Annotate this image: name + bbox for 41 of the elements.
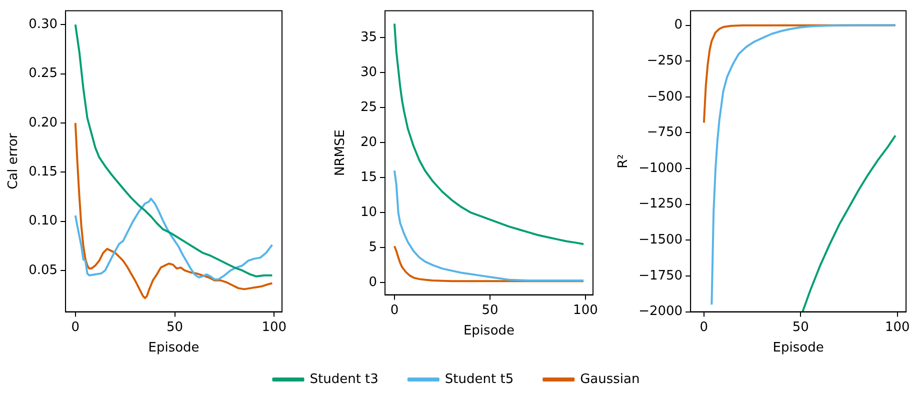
y-tick-label: 0 — [674, 18, 683, 33]
x-axis-title: Episode — [772, 340, 824, 356]
y-tick-label: 0 — [368, 274, 377, 290]
y-tick-label: 0.20 — [28, 115, 58, 130]
y-tick-label: 0.15 — [28, 164, 58, 180]
y-tick-label: 25 — [360, 100, 377, 116]
y-tick-label: 0.25 — [28, 66, 58, 82]
y-axis-title: Cal error — [6, 132, 22, 190]
x-tick-label: 0 — [700, 320, 708, 335]
y-tick-label: −1000 — [638, 160, 683, 176]
x-axis-title: Episode — [148, 340, 200, 356]
y-tick-label: −750 — [646, 125, 683, 140]
y-tick-label: −250 — [646, 53, 683, 68]
x-axis-title: Episode — [463, 324, 515, 339]
x-tick-label: 100 — [573, 302, 598, 318]
legend-label: Gaussian — [580, 372, 640, 387]
y-tick-label: 35 — [360, 30, 377, 46]
y-tick-label: −500 — [646, 89, 683, 104]
y-axis-title: NRMSE — [332, 130, 348, 176]
legend-label: Student t3 — [310, 372, 378, 387]
y-tick-label: −1250 — [638, 196, 683, 212]
y-tick-label: 0.30 — [28, 16, 58, 32]
y-tick-label: −2000 — [638, 304, 683, 320]
legend-label: Student t5 — [444, 372, 514, 387]
x-tick-label: 100 — [884, 320, 910, 335]
y-axis-title: R² — [616, 154, 632, 168]
x-tick-label: 0 — [390, 302, 399, 318]
y-tick-label: −1750 — [638, 268, 683, 284]
y-tick-label: 0.05 — [28, 262, 58, 278]
y-tick-label: 10 — [360, 204, 377, 220]
y-tick-label: 5 — [368, 240, 377, 255]
y-tick-label: −1500 — [638, 232, 683, 248]
y-tick-label: 0.10 — [28, 214, 58, 229]
x-tick-label: 50 — [166, 320, 184, 335]
y-tick-label: 20 — [360, 135, 377, 150]
x-tick-label: 0 — [71, 320, 80, 335]
y-tick-label: 15 — [360, 170, 377, 186]
x-tick-label: 100 — [262, 320, 287, 335]
y-tick-label: 30 — [360, 65, 377, 80]
x-tick-label: 50 — [482, 302, 498, 318]
x-tick-label: 50 — [792, 320, 809, 335]
